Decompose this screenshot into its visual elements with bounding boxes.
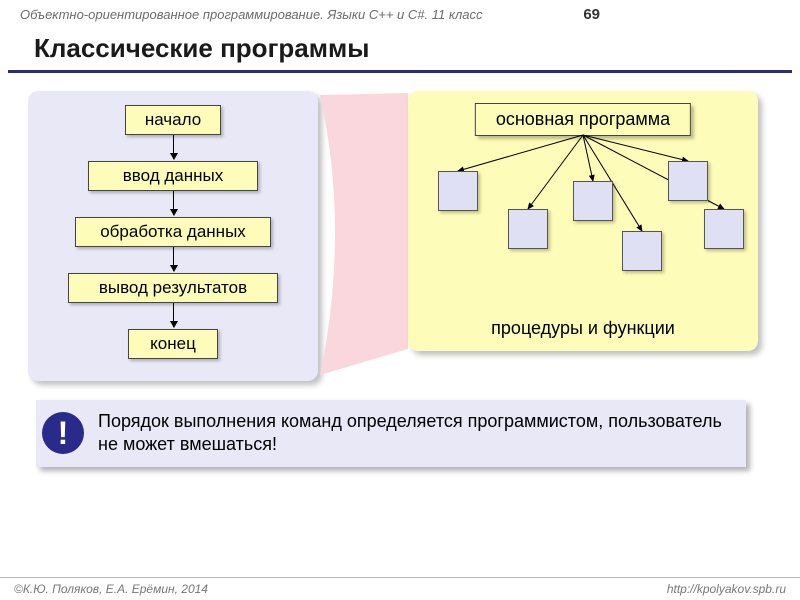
flow-step: вывод результатов <box>68 273 278 303</box>
flow-step: начало <box>125 105 221 135</box>
flow-step: конец <box>128 329 218 359</box>
flow-arrow <box>173 247 174 271</box>
tree-panel: основная программа процедуры и функции <box>408 91 758 351</box>
procedure-node <box>622 231 662 271</box>
flow-arrow <box>173 135 174 159</box>
slide-title: Классические программы <box>8 29 792 73</box>
course-title: Объектно-ориентированное программировани… <box>20 7 583 22</box>
slide-footer: ©К.Ю. Поляков, Е.А. Ерёмин, 2014 http://… <box>0 577 800 600</box>
procedures-label: процедуры и функции <box>408 318 758 339</box>
note-text: Порядок выполнения команд определяется п… <box>98 410 730 457</box>
flow-step: ввод данных <box>88 161 258 191</box>
procedure-node <box>668 161 708 201</box>
flow-step: обработка данных <box>75 217 271 247</box>
exclamation-icon: ! <box>42 412 84 454</box>
footer-url: http://kpolyakov.spb.ru <box>667 582 786 596</box>
flow-arrow <box>173 191 174 215</box>
procedure-node <box>573 181 613 221</box>
procedure-node <box>508 209 548 249</box>
note-callout: ! Порядок выполнения команд определяется… <box>36 400 746 467</box>
flow-arrow <box>173 303 174 327</box>
copyright: ©К.Ю. Поляков, Е.А. Ерёмин, 2014 <box>14 582 208 596</box>
flowchart-panel: начало ввод данных обработка данных вывод р… <box>28 91 318 381</box>
page-number: 69 <box>583 6 600 23</box>
procedure-node <box>704 209 744 249</box>
slide-header: Объектно-ориентированное программировани… <box>0 0 800 29</box>
procedure-node <box>438 171 478 211</box>
